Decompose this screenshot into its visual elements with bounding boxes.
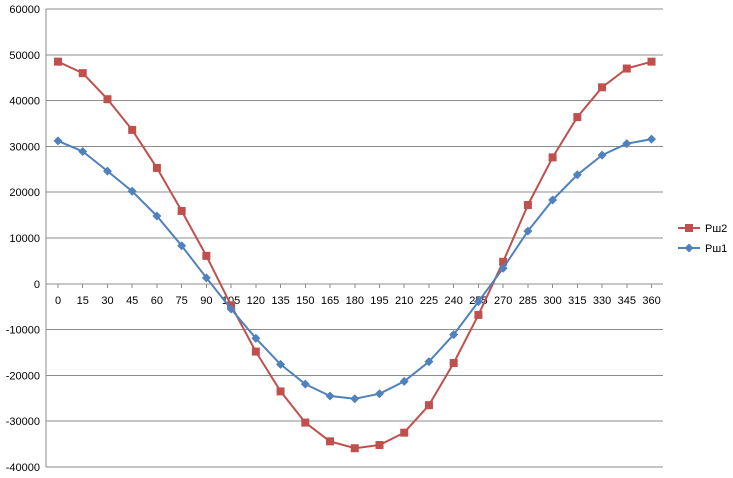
data-point bbox=[127, 186, 137, 196]
series-line bbox=[57, 60, 652, 450]
x-tick-label: 240 bbox=[445, 295, 463, 307]
x-tick-label: 90 bbox=[200, 295, 212, 307]
data-point bbox=[350, 444, 359, 453]
data-point bbox=[350, 394, 360, 404]
data-point bbox=[573, 113, 582, 122]
y-tick-label: -40000 bbox=[6, 462, 40, 474]
y-tick-label: 0 bbox=[34, 279, 40, 291]
data-point bbox=[301, 418, 310, 427]
series-lines bbox=[53, 57, 657, 453]
y-tick-label: 30000 bbox=[9, 141, 40, 153]
data-point bbox=[598, 83, 607, 92]
x-tick-label: 300 bbox=[543, 295, 561, 307]
x-tick-label: 45 bbox=[126, 295, 138, 307]
data-point bbox=[276, 359, 286, 369]
series-1 bbox=[54, 57, 656, 453]
x-tick-label: 0 bbox=[55, 295, 61, 307]
data-point bbox=[102, 166, 112, 176]
data-point bbox=[424, 357, 434, 367]
data-point bbox=[498, 263, 508, 273]
x-tick-label: 285 bbox=[519, 295, 537, 307]
data-point bbox=[374, 389, 384, 399]
data-point bbox=[622, 139, 632, 149]
data-point bbox=[103, 95, 112, 104]
y-tick-label: 20000 bbox=[9, 187, 40, 199]
x-tick-label: 180 bbox=[346, 295, 364, 307]
series-line bbox=[57, 138, 652, 400]
x-tick-label: 345 bbox=[618, 295, 636, 307]
x-tick-label: 330 bbox=[593, 295, 611, 307]
data-point bbox=[449, 330, 459, 340]
data-point bbox=[473, 297, 483, 307]
data-point bbox=[622, 64, 631, 73]
data-point bbox=[54, 57, 62, 66]
gridlines bbox=[46, 8, 663, 468]
data-point bbox=[251, 333, 261, 343]
data-point bbox=[78, 69, 87, 78]
data-point bbox=[177, 241, 187, 251]
data-point bbox=[523, 226, 533, 236]
legend-label: Рш2 bbox=[705, 223, 727, 235]
data-point bbox=[300, 379, 310, 389]
data-point bbox=[572, 170, 582, 180]
data-point bbox=[474, 310, 483, 319]
data-point bbox=[647, 57, 656, 66]
data-point bbox=[152, 211, 162, 221]
y-tick-label: 10000 bbox=[9, 233, 40, 245]
x-tick-label: 30 bbox=[101, 295, 113, 307]
data-point bbox=[449, 359, 458, 368]
data-point bbox=[325, 391, 335, 401]
x-tick-label: 120 bbox=[247, 295, 265, 307]
x-tick-label: 210 bbox=[395, 295, 413, 307]
legend-label: Рш1 bbox=[705, 243, 727, 255]
data-point bbox=[276, 387, 285, 396]
x-tick-label: 270 bbox=[494, 295, 512, 307]
legend-item: Рш2 bbox=[678, 223, 727, 235]
data-point bbox=[647, 134, 657, 144]
x-tick-label: 135 bbox=[271, 295, 289, 307]
y-tick-label: -10000 bbox=[6, 325, 40, 337]
data-point bbox=[202, 251, 211, 260]
legend-marker bbox=[684, 243, 694, 253]
x-tick-label: 60 bbox=[151, 295, 163, 307]
data-point bbox=[523, 201, 532, 210]
x-tick-label: 315 bbox=[568, 295, 586, 307]
x-tick-label: 75 bbox=[176, 295, 188, 307]
data-point bbox=[399, 376, 409, 386]
data-point bbox=[152, 163, 161, 172]
series-2 bbox=[53, 134, 657, 404]
data-point bbox=[201, 273, 211, 283]
x-tick-label: 195 bbox=[370, 295, 388, 307]
data-point bbox=[424, 401, 433, 410]
y-tick-label: -30000 bbox=[6, 416, 40, 428]
data-point bbox=[251, 347, 260, 356]
y-tick-label: 50000 bbox=[9, 50, 40, 62]
x-tick-label: 165 bbox=[321, 295, 339, 307]
x-tick-label: 15 bbox=[77, 295, 89, 307]
legend: Рш2 Рш1 bbox=[678, 223, 727, 255]
data-point bbox=[548, 195, 558, 205]
legend-marker bbox=[685, 224, 693, 232]
data-point bbox=[78, 146, 88, 156]
data-point bbox=[177, 206, 186, 215]
data-point bbox=[499, 257, 508, 266]
x-axis: 0 15 30 45 60 75 90 105 120 135 150 165 180 195 210 225… bbox=[55, 283, 661, 307]
data-point bbox=[128, 125, 137, 134]
data-point bbox=[548, 153, 557, 162]
data-point bbox=[400, 428, 409, 437]
y-tick-label: -20000 bbox=[6, 370, 40, 382]
y-axis: 60000 50000 40000 30000 20000 10000 0 -10000 -20… bbox=[6, 4, 47, 474]
x-tick-label: 225 bbox=[420, 295, 438, 307]
legend-item: Рш1 bbox=[678, 243, 727, 255]
data-point bbox=[53, 136, 63, 146]
y-tick-label: 60000 bbox=[9, 4, 40, 16]
data-point bbox=[597, 150, 607, 160]
data-point bbox=[226, 304, 236, 314]
data-point bbox=[375, 441, 384, 450]
x-tick-label: 360 bbox=[642, 295, 660, 307]
y-tick-label: 40000 bbox=[9, 96, 40, 108]
x-tick-label: 150 bbox=[296, 295, 314, 307]
data-point bbox=[326, 437, 335, 446]
